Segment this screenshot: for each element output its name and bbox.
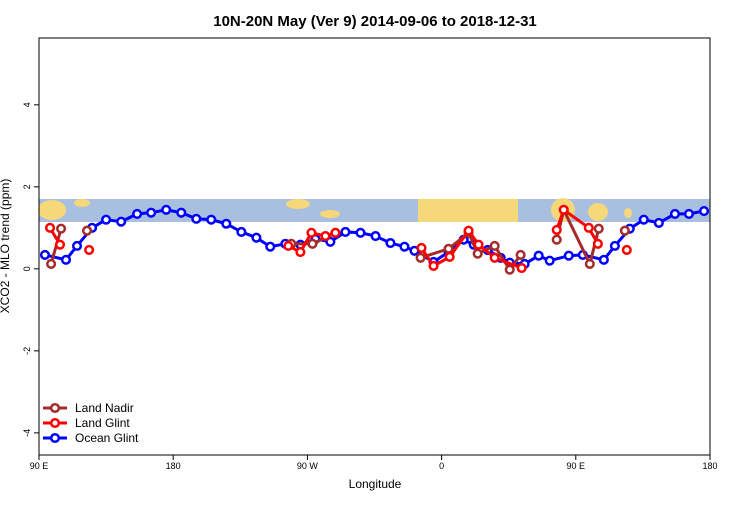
point — [563, 250, 574, 261]
point — [320, 230, 331, 242]
point — [473, 239, 484, 250]
x-tick-label: 90 E — [567, 461, 586, 471]
point — [146, 207, 157, 218]
map-band — [38, 198, 710, 222]
point — [544, 255, 555, 266]
chart-title: 10N-20N May (Ver 9) 2014-09-06 to 2018-1… — [213, 13, 537, 30]
point — [583, 222, 594, 233]
point — [444, 251, 455, 263]
point — [81, 225, 93, 236]
point — [551, 234, 562, 245]
y-axis-label: XCO2 - MLO trend (ppm) — [0, 179, 12, 314]
point — [60, 254, 72, 265]
point — [638, 214, 649, 225]
y-tick-label: 0 — [22, 266, 32, 271]
point — [330, 227, 341, 238]
point — [295, 246, 306, 258]
point — [619, 225, 630, 236]
y-tick-label: 2 — [22, 184, 32, 189]
point — [236, 226, 247, 237]
point — [489, 252, 500, 263]
legend-label: Land Nadir — [75, 401, 134, 415]
point — [44, 222, 56, 233]
point — [307, 238, 318, 249]
point — [116, 216, 127, 227]
point — [56, 223, 67, 234]
point — [472, 248, 483, 259]
legend-marker — [49, 432, 61, 444]
point — [71, 240, 83, 251]
point — [54, 239, 66, 250]
point — [653, 217, 664, 228]
point — [621, 244, 632, 256]
point — [385, 237, 396, 249]
point — [489, 240, 500, 251]
point — [306, 227, 317, 238]
point — [416, 242, 427, 253]
point — [558, 204, 569, 215]
series-line — [44, 208, 705, 266]
point — [443, 243, 454, 254]
plot-frame — [38, 37, 711, 456]
point — [176, 207, 187, 218]
x-axis-label: Longitude — [349, 477, 402, 491]
point — [191, 213, 202, 224]
x-tick-label: 90 W — [297, 461, 319, 471]
point — [415, 252, 426, 263]
point — [283, 240, 294, 251]
y-tick-label: -4 — [22, 429, 32, 437]
point — [46, 258, 57, 269]
x-tick-label: 0 — [439, 461, 444, 471]
point — [551, 224, 562, 235]
point — [428, 260, 439, 272]
point — [132, 208, 143, 219]
point — [221, 218, 232, 229]
point — [101, 214, 112, 225]
point — [39, 249, 51, 260]
point — [533, 250, 544, 261]
point — [592, 238, 603, 249]
point — [251, 232, 262, 243]
point — [698, 205, 710, 217]
point — [515, 249, 526, 260]
y-tick-label: 4 — [22, 102, 32, 107]
y-tick-label: -2 — [22, 347, 32, 355]
point — [206, 214, 217, 225]
point — [355, 227, 366, 238]
point — [463, 225, 474, 236]
point — [609, 240, 620, 251]
point — [399, 241, 410, 252]
point — [504, 264, 515, 275]
point — [516, 262, 527, 274]
point — [340, 226, 351, 237]
x-tick-label: 90 E — [30, 461, 49, 471]
point — [598, 254, 609, 265]
x-tick-label: 180 — [702, 461, 717, 471]
point — [584, 258, 595, 269]
point — [593, 223, 604, 234]
point — [669, 208, 681, 219]
legend-label: Land Glint — [75, 416, 130, 430]
point — [370, 230, 381, 242]
legend-marker — [49, 402, 61, 414]
legend-marker — [49, 417, 61, 429]
legend-label: Ocean Glint — [75, 431, 139, 445]
point — [84, 244, 95, 256]
point — [265, 241, 276, 252]
point — [683, 208, 695, 219]
point — [161, 204, 172, 215]
x-tick-label: 180 — [166, 461, 181, 471]
